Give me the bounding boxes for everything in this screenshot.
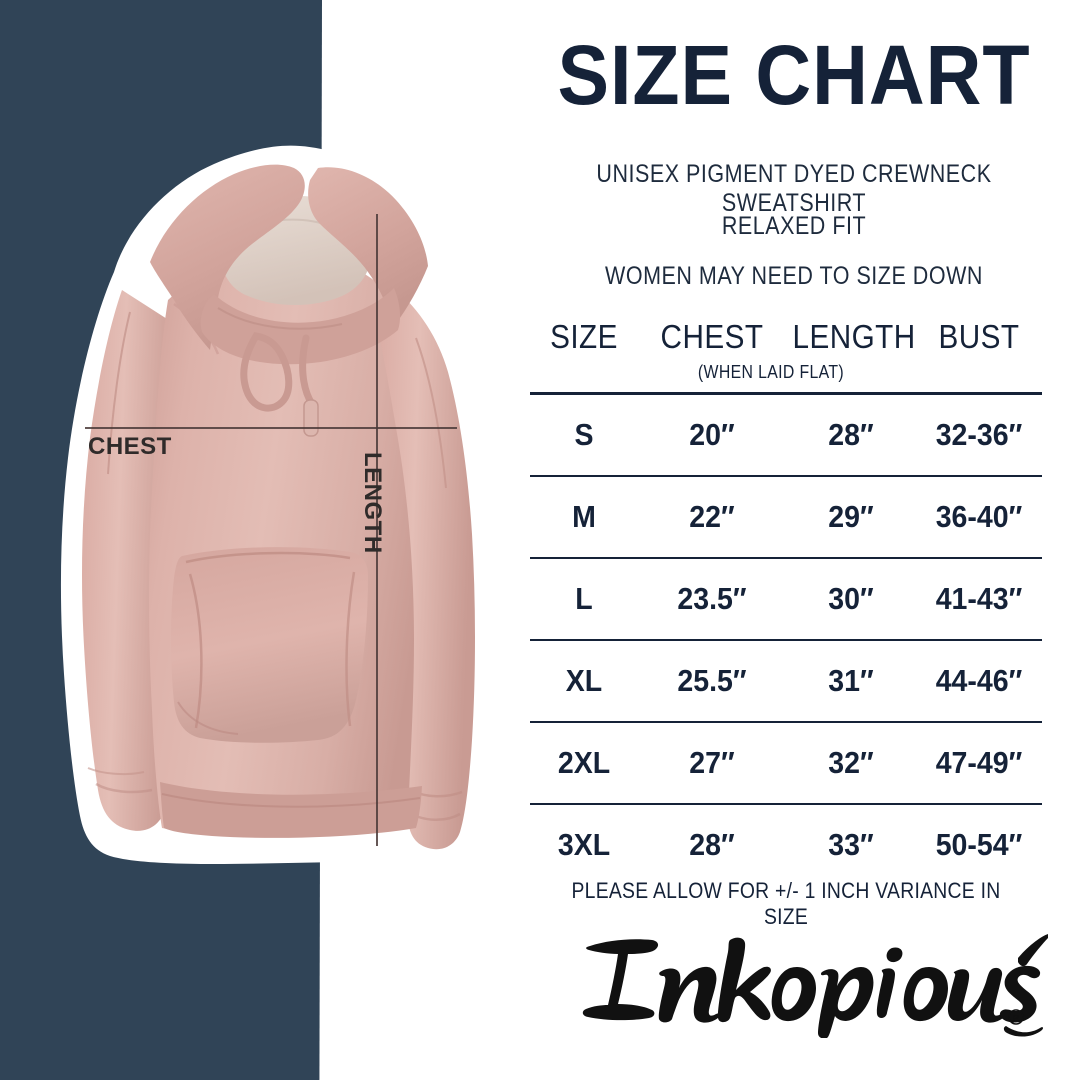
laid-flat-note: (WHEN LAID FLAT) xyxy=(697,362,845,382)
table-row: 3XL 28″ 33″ 50-54″ xyxy=(530,803,1042,885)
table-row: XL 25.5″ 31″ 44-46″ xyxy=(530,639,1042,721)
column-header-size: SIZE xyxy=(550,318,618,355)
cell-chest: 22″ xyxy=(689,499,735,534)
cell-bust: 50-54″ xyxy=(935,827,1023,862)
cell-length: 32″ xyxy=(828,745,874,780)
length-measure-line xyxy=(376,214,378,846)
cell-size: 2XL xyxy=(557,745,611,780)
column-header-chest: CHEST xyxy=(660,318,764,355)
cell-chest: 27″ xyxy=(689,745,735,780)
column-header-length: LENGTH xyxy=(792,318,916,355)
cell-bust: 36-40″ xyxy=(935,499,1023,534)
cell-size: S xyxy=(574,417,594,452)
cell-bust: 47-49″ xyxy=(935,745,1023,780)
inkopious-logo: R xyxy=(548,918,1048,1038)
cell-length: 29″ xyxy=(828,499,874,534)
page-title: SIZE CHART xyxy=(557,28,1031,122)
table-row: 2XL 27″ 32″ 47-49″ xyxy=(530,721,1042,803)
table-header-row: SIZE CHEST LENGTH BUST xyxy=(530,318,1042,356)
cell-bust: 44-46″ xyxy=(935,663,1023,698)
svg-text:R: R xyxy=(1013,1013,1020,1023)
subtitle-sizing-advice: WOMEN MAY NEED TO SIZE DOWN xyxy=(605,262,983,290)
cell-length: 31″ xyxy=(828,663,874,698)
cell-size: 3XL xyxy=(557,827,611,862)
size-table: SIZE CHEST LENGTH BUST (WHEN LAID FLAT) … xyxy=(530,318,1042,929)
cell-bust: 41-43″ xyxy=(935,581,1023,616)
column-header-bust: BUST xyxy=(938,318,1020,355)
cell-chest: 23.5″ xyxy=(677,581,747,616)
hoodie-illustration xyxy=(18,122,510,882)
subtitle-fit: RELAXED FIT xyxy=(721,212,867,240)
cell-chest: 20″ xyxy=(689,417,735,452)
cell-bust: 32-36″ xyxy=(935,417,1023,452)
length-measure-label: LENGTH xyxy=(359,452,386,554)
chest-measure-line xyxy=(85,427,457,429)
table-row: M 22″ 29″ 36-40″ xyxy=(530,475,1042,557)
table-row: S 20″ 28″ 32-36″ xyxy=(530,392,1042,475)
cell-length: 33″ xyxy=(828,827,874,862)
cell-length: 30″ xyxy=(828,581,874,616)
cell-chest: 25.5″ xyxy=(677,663,747,698)
subtitle-product: UNISEX PIGMENT DYED CREWNECK SWEATSHIRT xyxy=(596,160,992,217)
product-photo: CHEST LENGTH xyxy=(0,0,520,1080)
chart-content: SIZE CHART UNISEX PIGMENT DYED CREWNECK … xyxy=(508,0,1080,1080)
registered-mark: R xyxy=(1008,1009,1024,1025)
chest-measure-label: CHEST xyxy=(88,433,172,460)
variance-note: PLEASE ALLOW FOR +/- 1 INCH VARIANCE IN … xyxy=(571,878,1001,929)
cell-chest: 28″ xyxy=(689,827,735,862)
cell-size: M xyxy=(572,499,596,534)
cell-size: L xyxy=(575,581,593,616)
cell-length: 28″ xyxy=(828,417,874,452)
table-body: S 20″ 28″ 32-36″ M 22″ 29″ 36-40″ L 23.5… xyxy=(530,392,1042,885)
cell-size: XL xyxy=(565,663,603,698)
table-row: L 23.5″ 30″ 41-43″ xyxy=(530,557,1042,639)
